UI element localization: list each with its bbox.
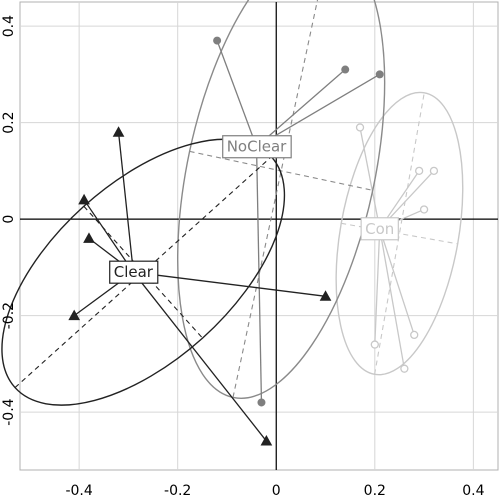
star-segment: [379, 228, 406, 369]
label-box: [360, 217, 399, 241]
y-tick-label: 0: [1, 215, 17, 224]
data-point-open-circle: [400, 364, 409, 373]
label-con: Con: [360, 217, 399, 241]
star-segment: [256, 69, 346, 148]
data-point-triangle: [319, 290, 332, 301]
star-segment: [117, 132, 134, 273]
data-point-open-circle: [370, 340, 379, 349]
data-point-open-circle: [415, 166, 424, 176]
data-point-circle: [213, 36, 222, 45]
label-box: [222, 135, 292, 159]
label-text: Con: [365, 220, 394, 238]
label-clear: Clear: [109, 260, 159, 284]
y-tick-label: -0.2: [1, 302, 17, 329]
y-tick-label: 0.4: [1, 15, 17, 37]
x-tick-label: -0.2: [164, 483, 191, 498]
label-box: [109, 260, 159, 284]
star-segment: [133, 271, 326, 297]
data-point-circle: [375, 70, 384, 79]
data-point-triangle: [112, 126, 125, 137]
label-text: Clear: [114, 263, 154, 281]
data-point-triangle: [83, 232, 95, 243]
data-point-triangle: [260, 435, 273, 446]
x-tick-label: -0.4: [65, 483, 92, 498]
data-point-open-circle: [429, 166, 439, 176]
star-segment: [374, 228, 381, 345]
y-tick-label: 0.2: [1, 111, 17, 133]
ellipse-minor-axis: [189, 150, 373, 191]
data-point-open-circle: [419, 205, 429, 214]
star-segment: [216, 40, 258, 147]
x-tick-label: 0.4: [462, 483, 484, 498]
data-point-circle: [257, 398, 266, 407]
x-tick-label: 0: [272, 483, 281, 498]
data-point-open-circle: [355, 123, 365, 132]
data-point-circle: [341, 65, 350, 74]
series-noclear: [177, 0, 386, 407]
group-labels: Clear NoClear Con: [109, 135, 399, 284]
confidence-ellipse: [335, 91, 464, 376]
grid-lines: [20, 2, 498, 470]
data-point-triangle: [68, 309, 81, 321]
plot-panel: [19, 1, 499, 471]
data-point-triangle: [78, 193, 90, 205]
star-segment: [379, 228, 415, 336]
star-segment: [256, 73, 381, 148]
label-text: NoClear: [227, 138, 287, 156]
label-noclear: NoClear: [222, 135, 292, 159]
data-point-open-circle: [410, 330, 419, 340]
x-tick-label: 0.2: [364, 483, 386, 498]
ellipse-major-axis: [374, 92, 425, 375]
star-segment: [83, 199, 134, 273]
tick-labels: -0.4 -0.2 0 0.2 0.4 -0.4 -0.2 0 0.2 0.4: [1, 15, 485, 498]
star-segment: [359, 127, 381, 229]
star-segment: [255, 146, 263, 403]
star-segment: [132, 271, 267, 442]
y-tick-label: -0.4: [1, 398, 17, 425]
